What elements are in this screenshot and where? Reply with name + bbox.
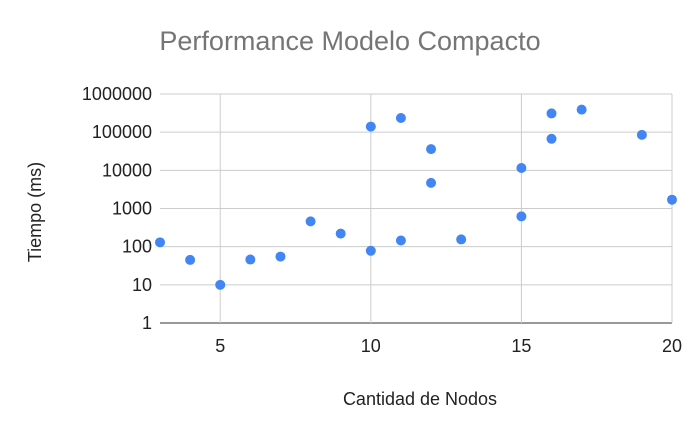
data-point [155,237,165,248]
x-tick-label: 15 [511,336,531,356]
y-tick-label: 100 [122,237,152,257]
data-point [546,108,557,119]
data-point [365,121,376,132]
y-tick-label: 1000 [112,199,152,219]
tick-labels: 1 10 100 1000 10000 100000 1000000 5 10 15 20 [82,84,682,356]
y-tick-label: 1 [142,313,152,333]
data-point [426,144,437,155]
x-tick-label: 20 [662,336,682,356]
x-axis-label: Cantidad de Nodos [343,389,497,409]
data-point [215,279,226,290]
grid [160,93,673,324]
data-point [395,235,406,246]
data-point [395,113,406,124]
data-point [636,129,647,140]
data-point [546,133,557,144]
data-point [426,177,437,188]
data-point [576,104,587,115]
data-point [667,194,677,205]
chart-title: Performance Modelo Compacto [159,26,540,56]
data-point [516,163,527,174]
data-point [516,211,527,222]
y-tick-label: 10000 [102,160,152,180]
data-point [305,216,316,227]
data-point [245,254,256,265]
data-point [275,251,286,262]
x-tick-label: 10 [361,336,381,356]
data-point [456,234,467,245]
data-point [185,254,196,265]
y-axis-label: Tiempo (ms) [25,162,45,262]
y-tick-label: 100000 [92,122,152,142]
data-point [365,245,376,256]
y-tick-label: 10 [132,275,152,295]
data-point [335,228,346,239]
x-tick-label: 5 [215,336,225,356]
data-points [155,104,677,290]
y-tick-label: 1000000 [82,84,152,104]
